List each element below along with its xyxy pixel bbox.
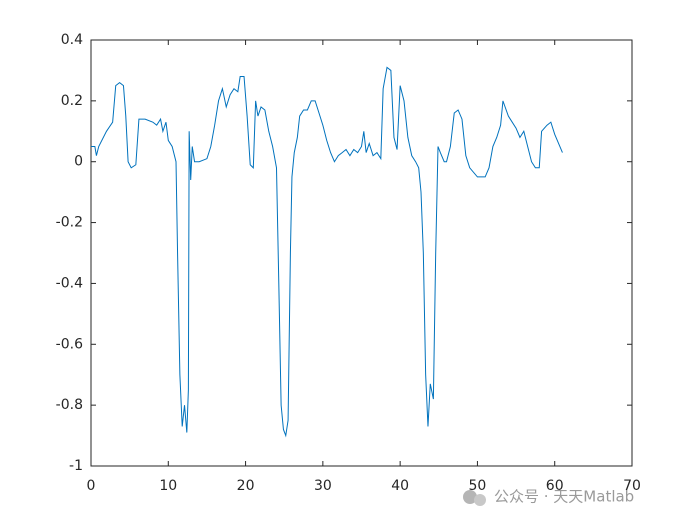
y-tick-label: -0.6 xyxy=(56,336,83,352)
y-tick-label: 0.4 xyxy=(61,32,83,48)
y-tick-label: -1 xyxy=(69,458,83,474)
y-tick-label: -0.4 xyxy=(56,275,83,291)
x-tick-label: 60 xyxy=(546,478,564,494)
x-tick-label: 70 xyxy=(623,478,641,494)
x-tick-label: 0 xyxy=(87,478,96,494)
x-tick-label: 50 xyxy=(469,478,487,494)
watermark-icon xyxy=(463,490,486,506)
y-tick-label: 0 xyxy=(74,154,83,170)
x-tick-label: 20 xyxy=(237,478,255,494)
y-tick-label: 0.2 xyxy=(61,93,83,109)
x-tick-label: 40 xyxy=(391,478,409,494)
y-tick-label: -0.8 xyxy=(56,397,83,413)
x-tick-label: 30 xyxy=(314,478,332,494)
x-tick-label: 10 xyxy=(159,478,177,494)
y-tick-label: -0.2 xyxy=(56,215,83,231)
watermark: 公众号 · 天天Matlab xyxy=(494,488,634,506)
data-line xyxy=(91,66,563,438)
plot-frame xyxy=(90,39,633,467)
